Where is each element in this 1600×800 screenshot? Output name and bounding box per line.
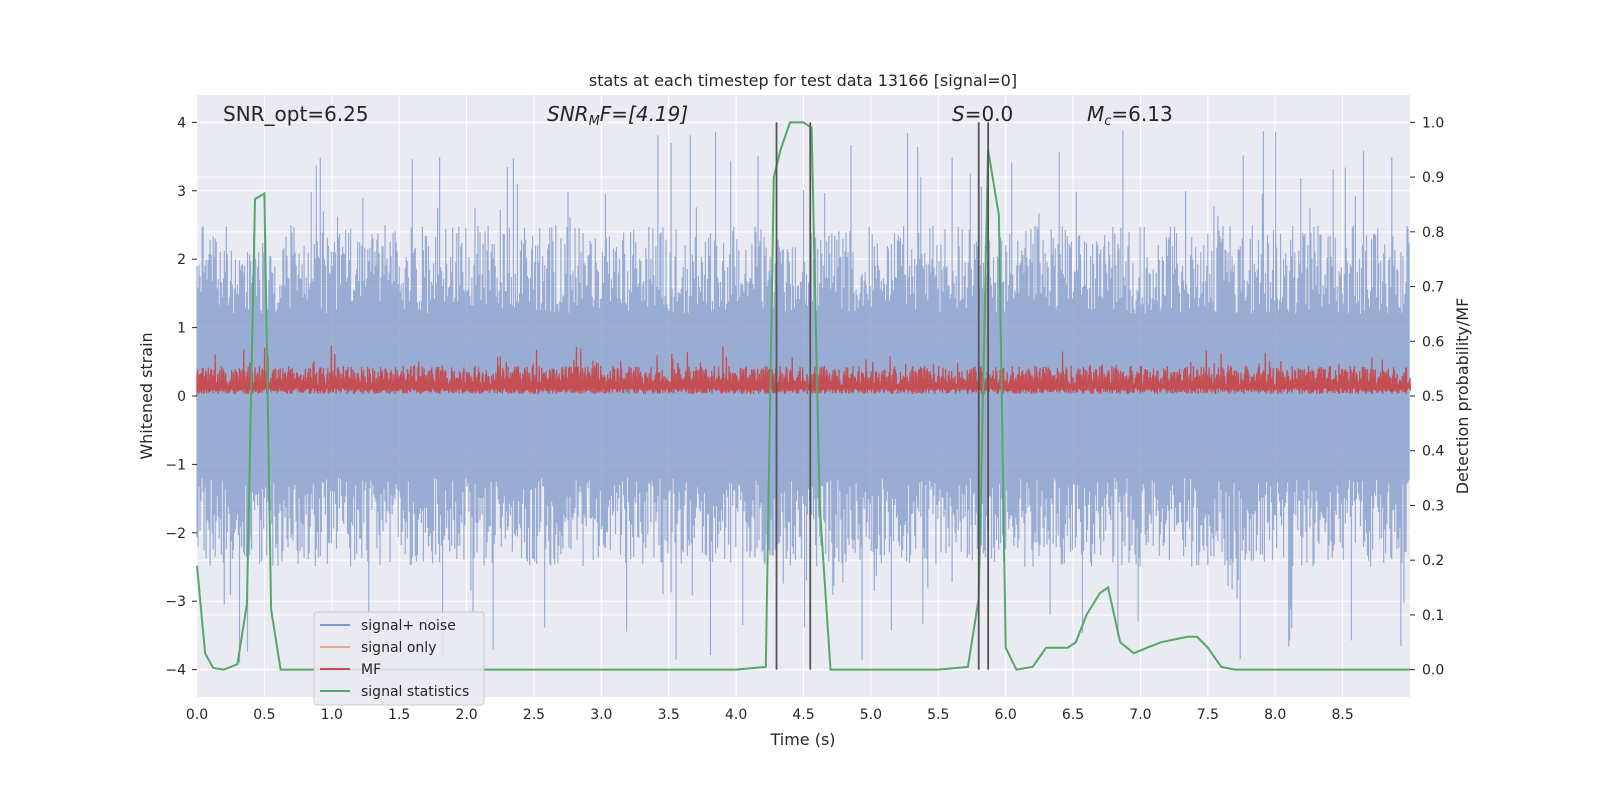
legend-label-signal-statistics: signal statistics — [361, 684, 469, 700]
snr-mf-var: SNR — [547, 102, 589, 126]
legend-label-signal-noise: signal+ noise — [361, 618, 456, 634]
x-tick-label: 8.0 — [1264, 707, 1286, 723]
x-ticks: 0.0 0.5 1.0 1.5 2.0 2.5 3.0 3.5 4.0 4.5 5.0 5.5 6.0 6… — [186, 707, 1354, 723]
x-tick-label: 5.5 — [927, 707, 949, 723]
left-y-tick-label: −2 — [165, 526, 186, 542]
left-y-ticks: −4 −3 −2 −1 0 1 2 3 4 — [165, 115, 197, 679]
left-y-tick-label: 4 — [177, 115, 186, 131]
right-y-tick-label: 1.0 — [1422, 115, 1444, 131]
left-y-tick-label: −3 — [165, 594, 186, 610]
x-tick-label: 2.0 — [455, 707, 477, 723]
mf-trace — [196, 345, 1411, 396]
x-tick-label: 7.0 — [1129, 707, 1151, 723]
mc-var: M — [1087, 102, 1104, 126]
legend: signal+ noise signal only MF signal stat… — [313, 611, 485, 706]
mc-annotation: Mc=6.13 — [1087, 102, 1173, 129]
s-rest: =0.0 — [965, 102, 1014, 126]
vertical-markers — [775, 122, 990, 670]
legend-label-mf: MF — [361, 662, 381, 678]
x-tick-label: 5.0 — [860, 707, 882, 723]
right-y-tick-label: 0.5 — [1422, 389, 1444, 405]
snr-mf-rest: F=[4.19] — [600, 102, 688, 126]
snr-opt-annotation: SNR_opt=6.25 — [223, 102, 369, 126]
right-y-tick-label: 0.0 — [1422, 663, 1444, 679]
x-axis-label: Time (s) — [769, 730, 835, 749]
right-y-tick-label: 0.6 — [1422, 334, 1444, 350]
mc-sub: c — [1104, 114, 1111, 129]
right-y-tick-label: 0.1 — [1422, 608, 1444, 624]
mc-rest: =6.13 — [1111, 102, 1172, 126]
right-y-tick-label: 0.9 — [1422, 170, 1444, 186]
right-y-tick-label: 0.2 — [1422, 553, 1444, 569]
left-y-tick-label: −1 — [165, 457, 186, 473]
x-tick-label: 6.0 — [995, 707, 1017, 723]
x-tick-label: 6.5 — [1062, 707, 1084, 723]
legend-box — [313, 611, 485, 706]
signal-statistics-line — [196, 121, 1410, 671]
x-tick-label: 0.5 — [253, 707, 275, 723]
x-tick-label: 0.0 — [186, 707, 208, 723]
x-tick-label: 1.0 — [321, 707, 343, 723]
x-tick-label: 3.5 — [658, 707, 680, 723]
right-y-tick-label: 0.4 — [1422, 444, 1444, 460]
left-y-tick-label: 2 — [177, 252, 186, 268]
left-y-tick-label: 3 — [177, 184, 186, 200]
mf-series — [196, 345, 1411, 396]
s-annotation: S=0.0 — [952, 102, 1013, 126]
right-y-tick-label: 0.3 — [1422, 498, 1444, 514]
left-y-tick-label: 0 — [177, 389, 186, 405]
x-tick-label: 4.5 — [792, 707, 814, 723]
x-tick-label: 3.0 — [590, 707, 612, 723]
left-y-tick-label: −4 — [165, 663, 186, 679]
s-var: S — [952, 102, 965, 126]
x-tick-label: 1.5 — [388, 707, 410, 723]
x-tick-label: 8.5 — [1331, 707, 1353, 723]
x-tick-label: 2.5 — [523, 707, 545, 723]
x-tick-label: 7.5 — [1197, 707, 1219, 723]
y-axis-label-left: Whitened strain — [137, 332, 156, 459]
right-y-tick-label: 0.8 — [1422, 225, 1444, 241]
legend-label-signal-only: signal only — [361, 640, 436, 656]
signal-noise-series — [196, 130, 1410, 663]
y-axis-label-right: Detection probability/MF — [1453, 298, 1472, 495]
x-tick-label: 4.0 — [725, 707, 747, 723]
snr-mf-annotation: SNRMF=[4.19] — [547, 102, 688, 129]
snr-mf-sub: M — [589, 114, 600, 129]
chart-title: stats at each timestep for test data 131… — [589, 71, 1017, 90]
right-y-ticks: 0.0 0.1 0.2 0.3 0.4 0.5 0.6 0.7 0.8 0.9 1.0 — [1410, 115, 1444, 679]
right-y-tick-label: 0.7 — [1422, 280, 1444, 296]
signal-noise-trace — [196, 130, 1410, 663]
left-y-tick-label: 1 — [177, 321, 186, 337]
